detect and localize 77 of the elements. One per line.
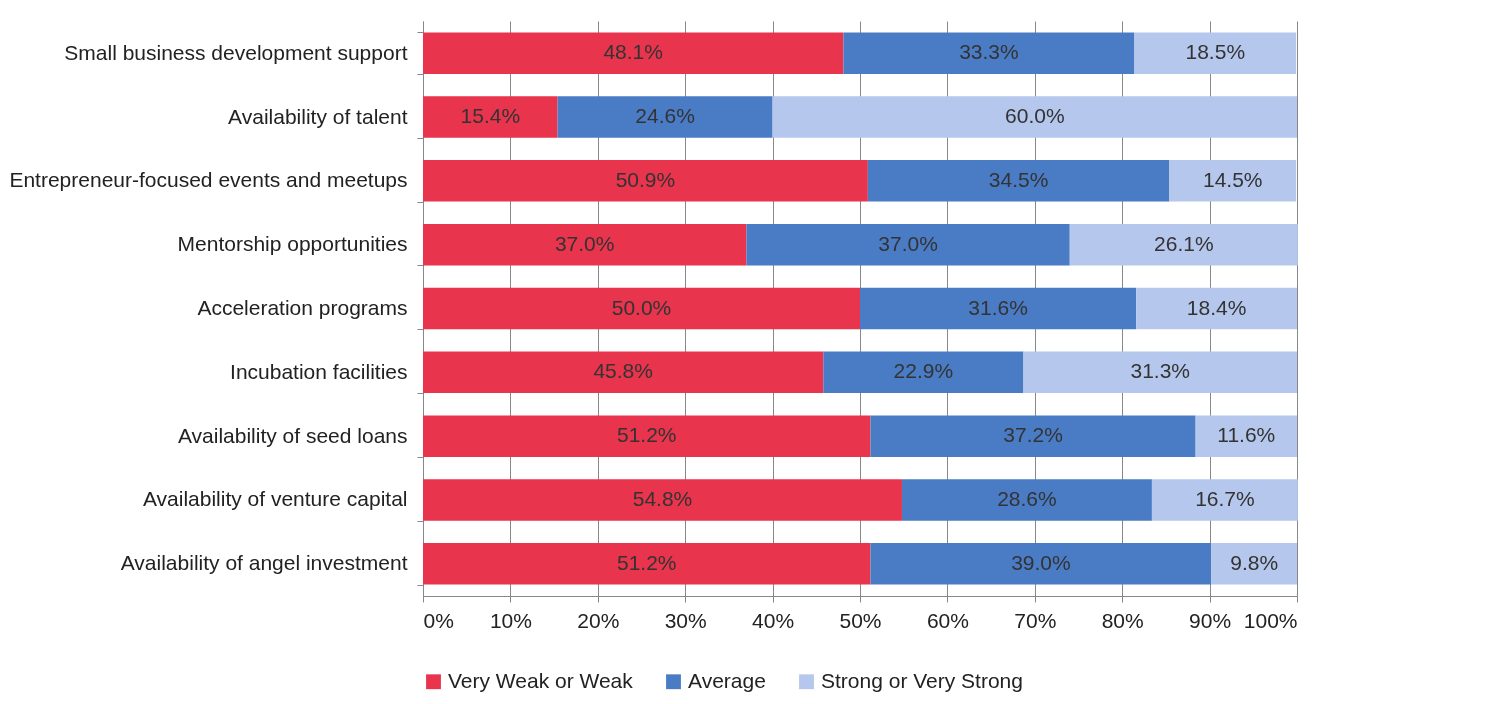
data-label: 50.9% [615, 167, 676, 191]
bar [860, 287, 1137, 330]
y-tick-label: Entrepreneur-focused events and meetups [9, 168, 408, 192]
data-label: 39.0% [1011, 550, 1071, 574]
x-tick-label: 30% [664, 608, 707, 632]
bar [1134, 32, 1297, 74]
bar [423, 160, 868, 202]
bar [423, 32, 844, 74]
data-label: 24.6% [635, 104, 695, 128]
bar [843, 32, 1135, 74]
x-tick-label: 70% [1014, 608, 1057, 632]
bar [823, 351, 1024, 394]
x-tick-label: 80% [1101, 608, 1144, 632]
data-label: 15.4% [460, 104, 521, 128]
bar [746, 223, 1070, 266]
y-tick-label: Availability of venture capital [142, 487, 408, 511]
data-label: 54.8% [632, 486, 693, 510]
x-tick-label: 100% [1243, 608, 1298, 632]
data-label: 28.6% [997, 486, 1057, 510]
bar [423, 287, 860, 330]
bar [870, 543, 1212, 585]
legend-label: Average [688, 668, 766, 692]
x-tick-label: 60% [926, 608, 969, 632]
bar [901, 479, 1152, 521]
data-label: 18.5% [1185, 40, 1246, 64]
bar [423, 479, 902, 521]
data-label: 34.5% [988, 167, 1049, 191]
data-label: 37.2% [1003, 423, 1063, 447]
y-tick-label: Incubation facilities [230, 359, 408, 383]
bar [423, 415, 871, 457]
legend-label: Very Weak or Weak [448, 668, 634, 692]
bar [1023, 351, 1297, 394]
data-label: 18.4% [1186, 295, 1247, 319]
data-label: 51.2% [616, 550, 677, 574]
bar [557, 96, 773, 138]
data-label: 31.3% [1130, 359, 1190, 383]
bar [870, 415, 1196, 457]
bar [1169, 160, 1297, 202]
data-label: 9.8% [1230, 550, 1279, 574]
data-label: 37.0% [554, 231, 615, 255]
bar [423, 543, 871, 585]
data-label: 48.1% [603, 40, 663, 64]
bar [423, 223, 747, 266]
data-label: 37.0% [878, 231, 938, 255]
y-tick-label: Availability of angel investment [120, 551, 408, 575]
bar [1211, 543, 1297, 585]
y-tick-label: Acceleration programs [197, 296, 408, 319]
x-tick-label: 20% [577, 608, 620, 632]
x-tick-label: 0% [423, 608, 454, 632]
bar [1195, 415, 1297, 457]
bar [867, 160, 1170, 202]
data-label: 11.6% [1217, 423, 1276, 447]
data-label: 31.6% [968, 295, 1028, 319]
y-tick-label: Small business development support [64, 40, 408, 64]
x-tick-label: 10% [489, 608, 532, 632]
y-tick-label: Mentorship opportunities [177, 232, 408, 256]
bar [423, 351, 824, 394]
data-label: 60.0% [1005, 104, 1065, 128]
data-label: 22.9% [893, 359, 954, 383]
legend-label: Strong or Very Strong [821, 668, 1023, 692]
bar [1069, 223, 1298, 266]
data-label: 16.7% [1195, 486, 1255, 510]
bar [423, 96, 558, 138]
data-label: 33.3% [959, 40, 1019, 64]
data-label: 26.1% [1154, 231, 1214, 255]
x-tick-label: 50% [839, 608, 882, 632]
x-tick-label: 90% [1189, 608, 1232, 632]
x-tick-label: 40% [752, 608, 795, 632]
bar [772, 96, 1297, 138]
data-label: 45.8% [593, 359, 653, 383]
data-label: 50.0% [611, 295, 672, 319]
y-tick-label: Availability of talent [228, 104, 408, 128]
data-label: 14.5% [1202, 167, 1263, 191]
bar [1136, 287, 1297, 330]
y-tick-label: Availability of seed loans [177, 423, 408, 447]
data-label: 51.2% [616, 423, 677, 447]
bar [1151, 479, 1298, 521]
